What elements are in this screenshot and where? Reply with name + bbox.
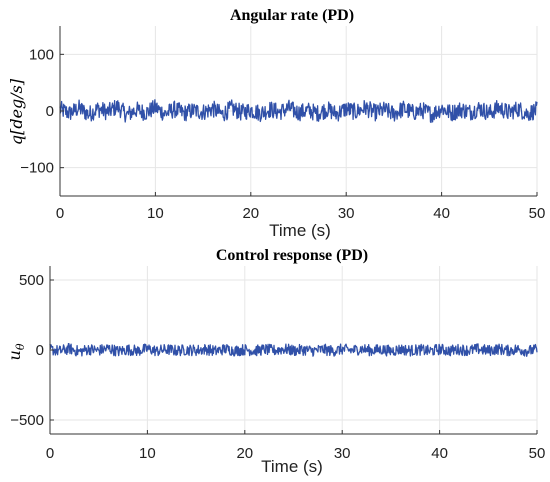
angular-rate-plot: Angular rate (PD) 0 10 20 30 40 50 −100 0 100 Ti… <box>7 7 545 240</box>
chart-title: Angular rate (PD) <box>230 7 354 24</box>
x-tick-label: 10 <box>139 445 156 462</box>
x-tick-label: 20 <box>242 205 259 222</box>
y-tick-label: 500 <box>19 272 44 289</box>
x-tick-label: 50 <box>529 445 546 462</box>
svg-text:q[deg/s]: q[deg/s] <box>7 78 26 145</box>
y-tick-label: 0 <box>46 103 54 120</box>
x-tick-label: 0 <box>46 445 54 462</box>
series-line <box>49 342 538 357</box>
x-axis-label: Time (s) <box>269 221 331 240</box>
chart-title: Control response (PD) <box>216 247 368 264</box>
x-tick-label: 40 <box>433 205 450 222</box>
x-tick-label: 30 <box>334 445 351 462</box>
y-tick-label: −500 <box>10 412 44 429</box>
series-line <box>59 99 538 124</box>
x-axis-label: Time (s) <box>261 457 323 476</box>
x-tick-label: 10 <box>147 205 164 222</box>
tick-labels: 0 10 20 30 40 50 −100 0 100 <box>20 46 545 222</box>
x-tick-label: 40 <box>431 445 448 462</box>
x-tick-label: 50 <box>529 205 546 222</box>
axes <box>59 26 538 197</box>
axes <box>49 266 538 435</box>
x-tick-label: 20 <box>236 445 253 462</box>
series-line <box>59 99 538 124</box>
x-tick-label: 30 <box>338 205 355 222</box>
y-tick-label: 0 <box>36 342 44 359</box>
y-axis-label: q[deg/s] <box>7 78 26 145</box>
y-tick-label: −100 <box>20 160 54 177</box>
control-response-plot: Control response (PD) 0 10 20 30 40 50−500050… <box>5 247 545 476</box>
y-tick-label: 100 <box>29 46 54 63</box>
x-tick-label: 0 <box>56 205 64 222</box>
svg-text:uθ: uθ <box>5 343 27 360</box>
series-line <box>49 342 538 357</box>
y-axis-label: uθ <box>5 343 27 360</box>
